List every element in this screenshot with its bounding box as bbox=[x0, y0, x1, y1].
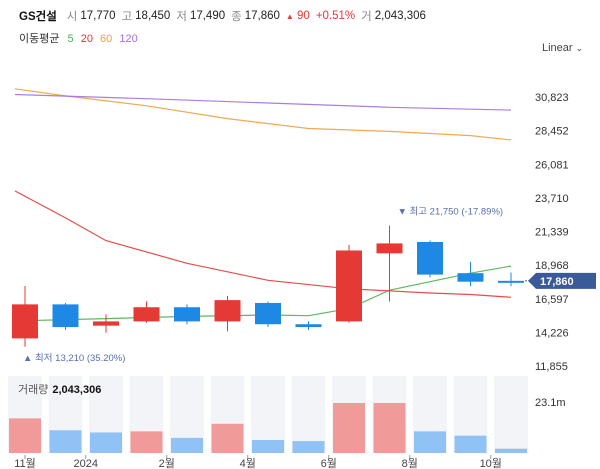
y-tick-label: 28,452 bbox=[535, 126, 569, 138]
close-label: 종 bbox=[231, 11, 242, 23]
open-value: 17,770 bbox=[80, 10, 116, 22]
volume-bar bbox=[211, 423, 244, 453]
candle-body bbox=[376, 243, 403, 254]
volume-bar bbox=[373, 403, 406, 453]
ma-item-120: 120 bbox=[119, 33, 138, 45]
y-tick-label: 30,823 bbox=[535, 92, 569, 104]
ma-line-20 bbox=[14, 190, 512, 298]
volume-bar bbox=[130, 431, 163, 453]
y-tick-label: 23,710 bbox=[535, 193, 569, 205]
volume-slot bbox=[291, 376, 326, 453]
candle-body bbox=[52, 304, 79, 328]
ma-item-20: 20 bbox=[80, 33, 93, 45]
candle-body bbox=[12, 304, 38, 339]
change-percent: +0.51% bbox=[315, 10, 356, 22]
ma-line-60 bbox=[14, 88, 512, 141]
candle-body bbox=[336, 250, 362, 322]
high-value: 18,450 bbox=[135, 10, 171, 22]
volume-axis-label: 23.1m bbox=[535, 397, 566, 409]
scale-toggle-button[interactable]: Linear ⌄ bbox=[542, 42, 583, 54]
volume-bar bbox=[171, 437, 203, 453]
stock-name: GS건설 bbox=[19, 11, 57, 23]
y-tick-label: 11,855 bbox=[535, 361, 568, 373]
ma-item-60: 60 bbox=[100, 33, 113, 45]
x-tick-label: 2024 bbox=[74, 458, 98, 469]
open-label: 시 bbox=[66, 11, 78, 23]
candle-body bbox=[174, 307, 200, 322]
x-tick-label: 11월 bbox=[14, 457, 36, 469]
volume-panel-label: 거래량 2,043,306 bbox=[18, 381, 101, 397]
annotation-high: ▼ 최고 21,750 (-17.89%) bbox=[398, 207, 504, 218]
volume-bar bbox=[9, 418, 41, 453]
y-tick-label: 26,081 bbox=[535, 159, 569, 171]
last-price-tag bbox=[528, 272, 596, 289]
volume-value: 2,043,306 bbox=[374, 10, 426, 22]
volume-label: 거 bbox=[361, 11, 372, 23]
low-value: 17,490 bbox=[189, 10, 226, 22]
x-tick-label: 6월 bbox=[321, 457, 337, 469]
candle-body bbox=[93, 321, 119, 326]
last-price-label: 17,860 bbox=[540, 276, 574, 288]
x-tick-label: 10월 bbox=[480, 457, 502, 469]
ma-item-5: 5 bbox=[67, 33, 74, 45]
chevron-down-icon: ⌄ bbox=[575, 43, 584, 53]
volume-bar bbox=[414, 431, 446, 453]
triangle-up-icon: ▲ bbox=[285, 12, 294, 21]
candle-body bbox=[133, 307, 160, 322]
volume-bar bbox=[333, 403, 365, 453]
ma-title: 이동평균 bbox=[19, 33, 60, 45]
volume-bar bbox=[495, 448, 527, 453]
high-label: 고 bbox=[121, 11, 133, 23]
low-label: 저 bbox=[176, 11, 187, 23]
volume-bar bbox=[49, 430, 82, 453]
price-header: GS건설 시 17,770 고 18,450 저 17,490 종 17,860… bbox=[19, 7, 432, 25]
change-amount: 90 bbox=[297, 10, 310, 22]
volume-slot bbox=[494, 376, 528, 453]
close-value: 17,860 bbox=[244, 10, 280, 22]
ma-line-120 bbox=[14, 93, 512, 111]
annotation-low: ▲ 최저 13,210 (35.20%) bbox=[23, 353, 125, 364]
y-tick-label: 16,597 bbox=[535, 294, 569, 306]
y-tick-label: 14,226 bbox=[535, 327, 569, 339]
volume-bar bbox=[252, 440, 284, 453]
candle-body bbox=[255, 302, 281, 325]
volume-bar bbox=[292, 441, 325, 453]
y-tick-label: 21,339 bbox=[535, 227, 569, 239]
candle-body bbox=[498, 280, 524, 283]
y-tick-label: 18,968 bbox=[535, 260, 569, 272]
volume-panel-value: 2,043,306 bbox=[52, 384, 102, 396]
candle-body bbox=[214, 300, 241, 322]
x-tick-label: 8월 bbox=[402, 457, 418, 469]
candle-body bbox=[417, 241, 443, 275]
volume-bar bbox=[454, 435, 487, 453]
candle-body bbox=[295, 324, 322, 328]
x-tick-label: 2월 bbox=[159, 457, 175, 469]
volume-bar bbox=[90, 432, 122, 453]
change-value: ▲ 90 bbox=[286, 10, 310, 22]
moving-average-legend[interactable]: 이동평균 5 20 60 120 bbox=[19, 30, 142, 46]
x-tick-label: 4월 bbox=[240, 457, 256, 469]
candle-body bbox=[457, 273, 484, 282]
scale-label: Linear bbox=[542, 42, 573, 54]
volume-panel-title: 거래량 bbox=[18, 384, 49, 396]
